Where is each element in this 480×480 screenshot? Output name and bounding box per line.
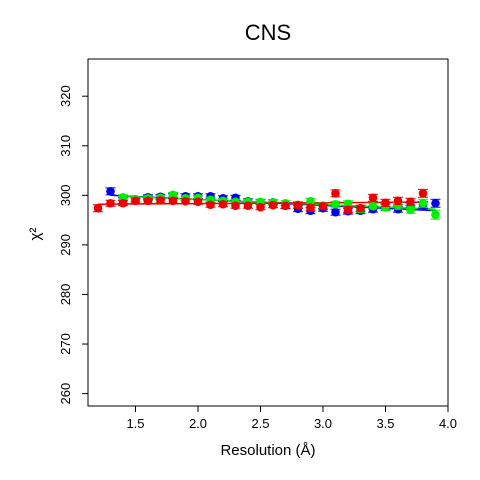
data-point [281,201,290,211]
data-point [193,197,203,207]
data-point [331,189,340,198]
data-point [256,202,265,212]
data-point [406,197,415,207]
data-point [318,201,328,211]
data-point [306,203,315,213]
data-point [306,196,315,206]
x-tick-label: 2.5 [251,416,269,431]
data-point [143,196,153,206]
data-marks [93,187,441,220]
data-point [93,203,103,213]
data-point [131,196,140,206]
data-point [368,193,378,203]
data-point [218,199,228,209]
data-point [393,196,403,206]
data-point [118,198,128,208]
y-tick-label: 260 [58,383,73,405]
data-point [406,205,415,214]
data-point [356,203,365,213]
y-tick-label: 320 [58,85,73,107]
data-point [168,196,178,206]
y-tick-label: 280 [58,284,73,306]
y-axis-label: χ² [27,228,44,241]
data-point [106,187,115,196]
y-tick-label: 310 [58,135,73,157]
x-tick-label: 3.0 [314,416,332,431]
data-point [181,196,190,206]
data-point [243,201,253,211]
data-point [293,200,303,210]
x-tick-label: 1.5 [126,416,144,431]
data-point [343,199,353,209]
data-point [331,199,340,209]
data-point [168,190,178,200]
data-point [206,200,215,210]
x-tick-label: 2.0 [189,416,207,431]
data-point [418,189,428,198]
data-point [268,200,278,210]
data-point [118,193,128,202]
x-tick-label: 3.5 [376,416,394,431]
y-tick-label: 290 [58,234,73,256]
data-point [231,201,240,211]
chart-title: CNS [245,20,291,45]
data-point [368,201,378,211]
y-tick-label: 270 [58,333,73,355]
y-tick-label: 300 [58,184,73,206]
data-point [431,210,440,219]
y-axis: 260 270 280 290 300 310 320 [58,85,89,405]
data-point [331,207,340,217]
data-point [431,198,440,208]
data-point [156,195,165,205]
data-point [418,198,428,208]
data-point [381,198,390,208]
data-point [106,198,115,208]
series [93,188,428,214]
x-axis-label: Resolution (Å) [220,442,315,459]
x-tick-label: 4.0 [439,416,457,431]
x-axis: 1.5 2.0 2.5 3.0 3.5 4.0 [126,405,457,431]
data-point [343,205,353,214]
